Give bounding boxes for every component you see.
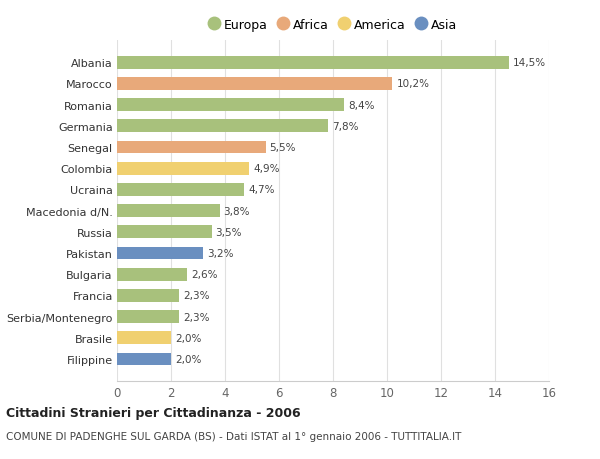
- Bar: [117, 226, 212, 239]
- Bar: [117, 289, 179, 302]
- Legend: Europa, Africa, America, Asia: Europa, Africa, America, Asia: [209, 19, 457, 32]
- Text: 4,9%: 4,9%: [253, 164, 280, 174]
- Text: 10,2%: 10,2%: [397, 79, 430, 89]
- Text: 2,3%: 2,3%: [183, 291, 209, 301]
- Text: 2,3%: 2,3%: [183, 312, 209, 322]
- Bar: [117, 205, 220, 218]
- Bar: [117, 99, 344, 112]
- Text: 14,5%: 14,5%: [512, 58, 545, 68]
- Bar: [117, 353, 171, 365]
- Bar: [117, 184, 244, 196]
- Text: 2,0%: 2,0%: [175, 333, 202, 343]
- Text: 5,5%: 5,5%: [269, 143, 296, 153]
- Text: 3,5%: 3,5%: [215, 227, 242, 237]
- Bar: [117, 162, 250, 175]
- Bar: [117, 78, 392, 90]
- Bar: [117, 332, 171, 344]
- Bar: [117, 141, 265, 154]
- Bar: [117, 247, 203, 260]
- Bar: [117, 57, 509, 69]
- Text: 3,2%: 3,2%: [208, 248, 234, 258]
- Text: 2,0%: 2,0%: [175, 354, 202, 364]
- Bar: [117, 311, 179, 323]
- Text: Cittadini Stranieri per Cittadinanza - 2006: Cittadini Stranieri per Cittadinanza - 2…: [6, 406, 301, 419]
- Text: 8,4%: 8,4%: [348, 101, 374, 110]
- Text: 2,6%: 2,6%: [191, 269, 218, 280]
- Text: COMUNE DI PADENGHE SUL GARDA (BS) - Dati ISTAT al 1° gennaio 2006 - TUTTITALIA.I: COMUNE DI PADENGHE SUL GARDA (BS) - Dati…: [6, 431, 461, 442]
- Text: 7,8%: 7,8%: [332, 122, 358, 132]
- Text: 4,7%: 4,7%: [248, 185, 274, 195]
- Bar: [117, 268, 187, 281]
- Bar: [117, 120, 328, 133]
- Text: 3,8%: 3,8%: [224, 206, 250, 216]
